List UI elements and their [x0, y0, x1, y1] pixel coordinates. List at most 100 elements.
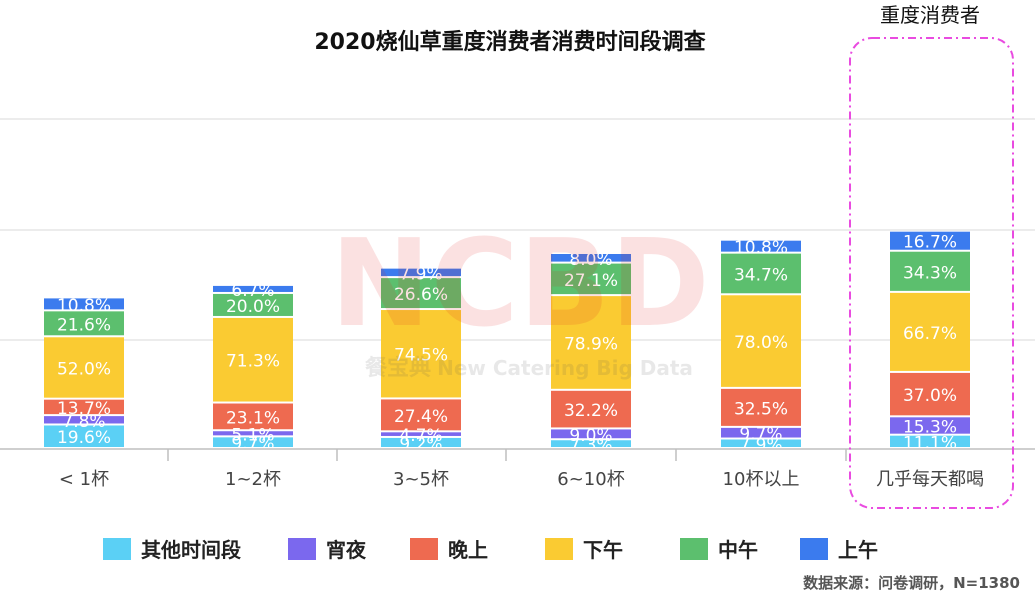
data-label: 66.7%	[903, 324, 957, 344]
bar-segment	[551, 429, 631, 439]
data-label: 7.3%	[569, 436, 612, 456]
data-label: 34.3%	[903, 263, 957, 283]
bar-segment	[213, 293, 293, 316]
bar-segment	[381, 432, 461, 436]
bar-segment	[213, 285, 293, 292]
source-note: 数据来源：问卷调研，N=1380	[803, 574, 1020, 592]
data-label: 52.0%	[57, 359, 111, 379]
x-tick-label: 10杯以上	[723, 469, 800, 490]
legend-swatch	[288, 538, 316, 560]
legend-label: 下午	[583, 538, 623, 562]
data-label: 34.7%	[734, 265, 788, 285]
bar-segment	[44, 298, 124, 310]
legend: 其他时间段 宵夜 晚上 下午 中午 上午	[103, 538, 878, 562]
bar-segment	[213, 437, 293, 447]
bar-segment	[213, 431, 293, 436]
legend-swatch	[103, 538, 131, 560]
bar-segment	[890, 231, 970, 250]
data-label: 23.1%	[226, 408, 280, 428]
data-label: 21.6%	[57, 315, 111, 335]
data-label: 32.5%	[734, 399, 788, 419]
x-tick-label: 3~5杯	[393, 469, 449, 490]
legend-label: 其他时间段	[141, 538, 241, 562]
bar-segment	[44, 425, 124, 447]
bar-segment	[213, 403, 293, 430]
data-label: 6.7%	[231, 281, 274, 301]
highlight-label: 重度消费者	[880, 3, 980, 27]
legend-swatch	[410, 538, 438, 560]
x-tick-label: 6~10杯	[557, 469, 624, 490]
bar-segment	[551, 390, 631, 428]
chart-title: 2020烧仙草重度消费者消费时间段调查	[314, 29, 705, 55]
bar-segment	[381, 278, 461, 309]
data-label: 27.1%	[564, 271, 618, 291]
data-label: 74.5%	[394, 346, 448, 366]
data-label: 26.6%	[394, 285, 448, 305]
data-label: 16.7%	[903, 233, 957, 253]
legend-swatch	[800, 538, 828, 560]
bar-segment	[721, 388, 801, 426]
data-label: 78.0%	[734, 333, 788, 353]
watermark: NCBD 餐宝典 New Catering Big Data	[330, 215, 710, 381]
legend-label: 中午	[718, 538, 758, 562]
data-label: 78.9%	[564, 334, 618, 354]
data-label: 37.0%	[903, 386, 957, 406]
watermark-sub-en: New Catering Big Data	[437, 356, 693, 380]
bar-segment	[44, 416, 124, 424]
data-label: 7.9%	[739, 435, 782, 455]
x-tick-label: 1~2杯	[225, 469, 281, 490]
bar-segment	[551, 296, 631, 389]
watermark-main: NCBD	[330, 215, 710, 354]
legend-label: 上午	[838, 538, 878, 562]
data-label: 9.7%	[739, 425, 782, 445]
legend-swatch	[680, 538, 708, 560]
bar-segment	[551, 254, 631, 262]
data-label: 10.8%	[734, 238, 788, 258]
data-label: 10.8%	[57, 296, 111, 316]
watermark-sub-cn: 餐宝典	[365, 355, 431, 381]
data-label: 4.7%	[399, 426, 442, 446]
data-label: 9.0%	[569, 426, 612, 446]
bar-segment	[551, 440, 631, 447]
data-label: 71.3%	[226, 352, 280, 372]
bars	[44, 231, 970, 447]
bar-segment	[721, 439, 801, 447]
highlight-box	[849, 37, 1014, 509]
bar-segment	[381, 399, 461, 431]
bar-segment	[890, 417, 970, 434]
legend-label: 宵夜	[326, 538, 367, 562]
data-label: 15.3%	[903, 418, 957, 438]
bar-segment	[890, 251, 970, 291]
data-label: 32.2%	[564, 401, 618, 421]
bar-segment	[890, 435, 970, 447]
legend-swatch	[545, 538, 573, 560]
x-axis: < 1杯 1~2杯 3~5杯 6~10杯 10杯以上 几乎每天都喝	[0, 448, 1035, 490]
gridlines	[0, 118, 1035, 341]
x-tick-label: 几乎每天都喝	[876, 469, 984, 490]
data-label: 27.4%	[394, 407, 448, 427]
bar-segment	[551, 263, 631, 295]
bar-segment	[381, 310, 461, 398]
bar-segment	[44, 311, 124, 336]
bar-segment	[721, 427, 801, 438]
data-label: 8.0%	[569, 250, 612, 270]
heavy-consumer-highlight: 重度消费者	[849, 3, 1014, 509]
data-label: 5.1%	[231, 425, 274, 445]
bar-segment	[721, 295, 801, 387]
data-label: 7.8%	[62, 412, 105, 432]
data-label: 19.6%	[57, 428, 111, 448]
data-label: 13.7%	[57, 399, 111, 419]
bar-segment	[890, 372, 970, 416]
x-tick-label: < 1杯	[59, 469, 109, 490]
bar-segment	[213, 317, 293, 402]
bar-segment	[44, 399, 124, 415]
bar-segment	[721, 253, 801, 294]
data-label: 20.0%	[226, 297, 280, 317]
legend-label: 晚上	[448, 538, 488, 562]
bar-segment	[721, 240, 801, 252]
bar-segment	[381, 268, 461, 277]
bar-segment	[381, 437, 461, 447]
bar-segment	[890, 292, 970, 371]
bar-segment	[44, 337, 124, 398]
